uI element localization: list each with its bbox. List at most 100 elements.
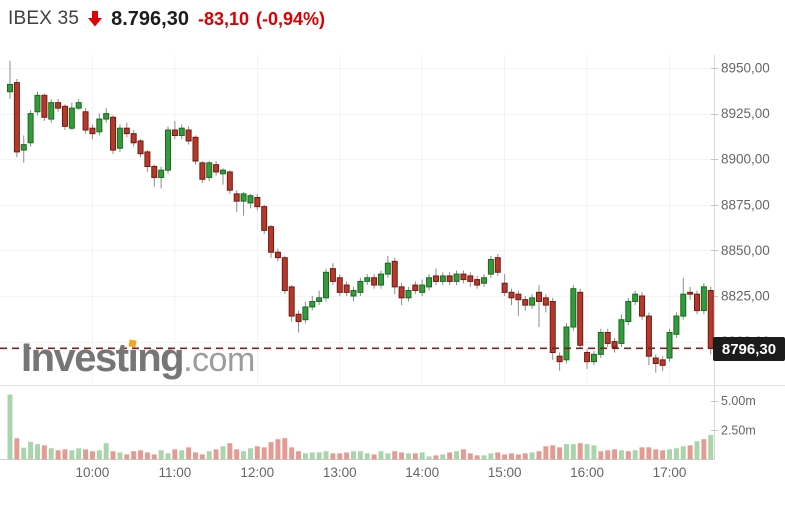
- candle: [549, 300, 556, 354]
- candle: [377, 273, 384, 286]
- candle: [185, 129, 192, 142]
- candle: [7, 83, 13, 93]
- volume-bar: [536, 451, 542, 460]
- time-axis-label: 13:00: [323, 465, 357, 480]
- volume-bar: [254, 446, 260, 460]
- candle: [68, 107, 75, 129]
- volume-bar: [543, 446, 549, 460]
- candle: [563, 326, 570, 361]
- candle: [274, 251, 281, 259]
- volume-bar: [515, 454, 521, 460]
- candle: [116, 127, 123, 149]
- candle: [302, 306, 309, 321]
- candle: [323, 271, 330, 299]
- instrument-header: IBEX 35 8.796,30 -83,10 (-0,94%): [8, 7, 325, 31]
- volume-bar: [529, 452, 535, 460]
- candle: [570, 288, 577, 328]
- candle: [130, 133, 137, 144]
- volume-bar: [83, 449, 89, 460]
- candle: [639, 295, 646, 317]
- candle: [460, 273, 467, 281]
- volume-bar: [454, 451, 460, 460]
- candle: [659, 359, 666, 366]
- time-axis-label: 12:00: [240, 465, 274, 480]
- volume-bar: [405, 453, 411, 460]
- volume-bar: [62, 449, 68, 460]
- volume-bar: [110, 451, 116, 460]
- candle: [364, 277, 371, 282]
- candle: [336, 277, 343, 293]
- candle: [288, 286, 295, 317]
- candle: [357, 280, 364, 293]
- price-axis[interactable]: [715, 55, 785, 385]
- candle: [426, 277, 433, 288]
- volume-bar: [289, 447, 295, 460]
- candle: [103, 113, 110, 120]
- volume-bar: [625, 451, 631, 460]
- watermark-domain: .com: [183, 341, 255, 379]
- volume-bar: [371, 454, 377, 460]
- candle: [158, 169, 165, 178]
- candle: [329, 268, 336, 282]
- candle: [666, 331, 673, 359]
- candle: [350, 290, 357, 297]
- candle: [673, 315, 680, 335]
- candle: [694, 293, 700, 312]
- volume-bar: [557, 447, 563, 460]
- candle: [199, 162, 206, 180]
- candle: [453, 273, 460, 282]
- candle: [680, 293, 687, 317]
- volume-bar: [344, 452, 350, 460]
- candle: [254, 197, 261, 208]
- candle: [542, 297, 549, 306]
- volume-bar: [426, 456, 432, 460]
- volume-bar: [680, 446, 686, 460]
- volume-bar: [186, 447, 192, 460]
- volume-bar: [69, 450, 75, 460]
- volume-bar: [522, 453, 528, 460]
- candle: [213, 164, 220, 173]
- candle: [55, 102, 62, 109]
- volume-bar: [667, 449, 673, 460]
- last-price-tag: 8796,30: [713, 337, 785, 361]
- candle: [96, 118, 103, 133]
- volume-axis-label: 5.00m: [721, 394, 756, 408]
- volume-bar: [48, 448, 54, 460]
- volume-bar: [330, 453, 336, 460]
- candle: [446, 275, 453, 282]
- candle: [27, 113, 34, 144]
- price-axis-label: 8900,00: [721, 152, 770, 167]
- price-axis-label: 8875,00: [721, 197, 770, 212]
- volume-bar: [440, 454, 446, 460]
- volume-bar: [14, 438, 20, 460]
- candle: [268, 226, 275, 253]
- volume-bar: [192, 452, 198, 460]
- candle: [137, 140, 144, 155]
- volume-axis: [715, 390, 785, 460]
- volume-bar: [124, 454, 130, 460]
- volume-bar: [227, 443, 233, 460]
- time-axis-label: 14:00: [405, 465, 439, 480]
- volume-bar: [34, 444, 40, 460]
- candle: [529, 297, 536, 306]
- candle: [405, 290, 412, 299]
- volume-bar: [337, 453, 343, 460]
- time-axis[interactable]: [0, 461, 715, 487]
- candle: [522, 299, 529, 306]
- candle: [165, 129, 172, 171]
- candle: [110, 116, 117, 151]
- watermark-suffix: ng: [137, 336, 184, 380]
- volume-bar: [165, 453, 171, 460]
- volume-bar: [158, 450, 164, 460]
- candle: [247, 195, 254, 204]
- price-axis-label: 8825,00: [721, 289, 770, 304]
- candle: [700, 286, 707, 312]
- candle: [316, 297, 323, 302]
- candle: [233, 193, 240, 202]
- volume-bar: [653, 449, 659, 460]
- candle: [48, 102, 55, 120]
- volume-bar: [117, 452, 123, 460]
- candle: [604, 331, 611, 344]
